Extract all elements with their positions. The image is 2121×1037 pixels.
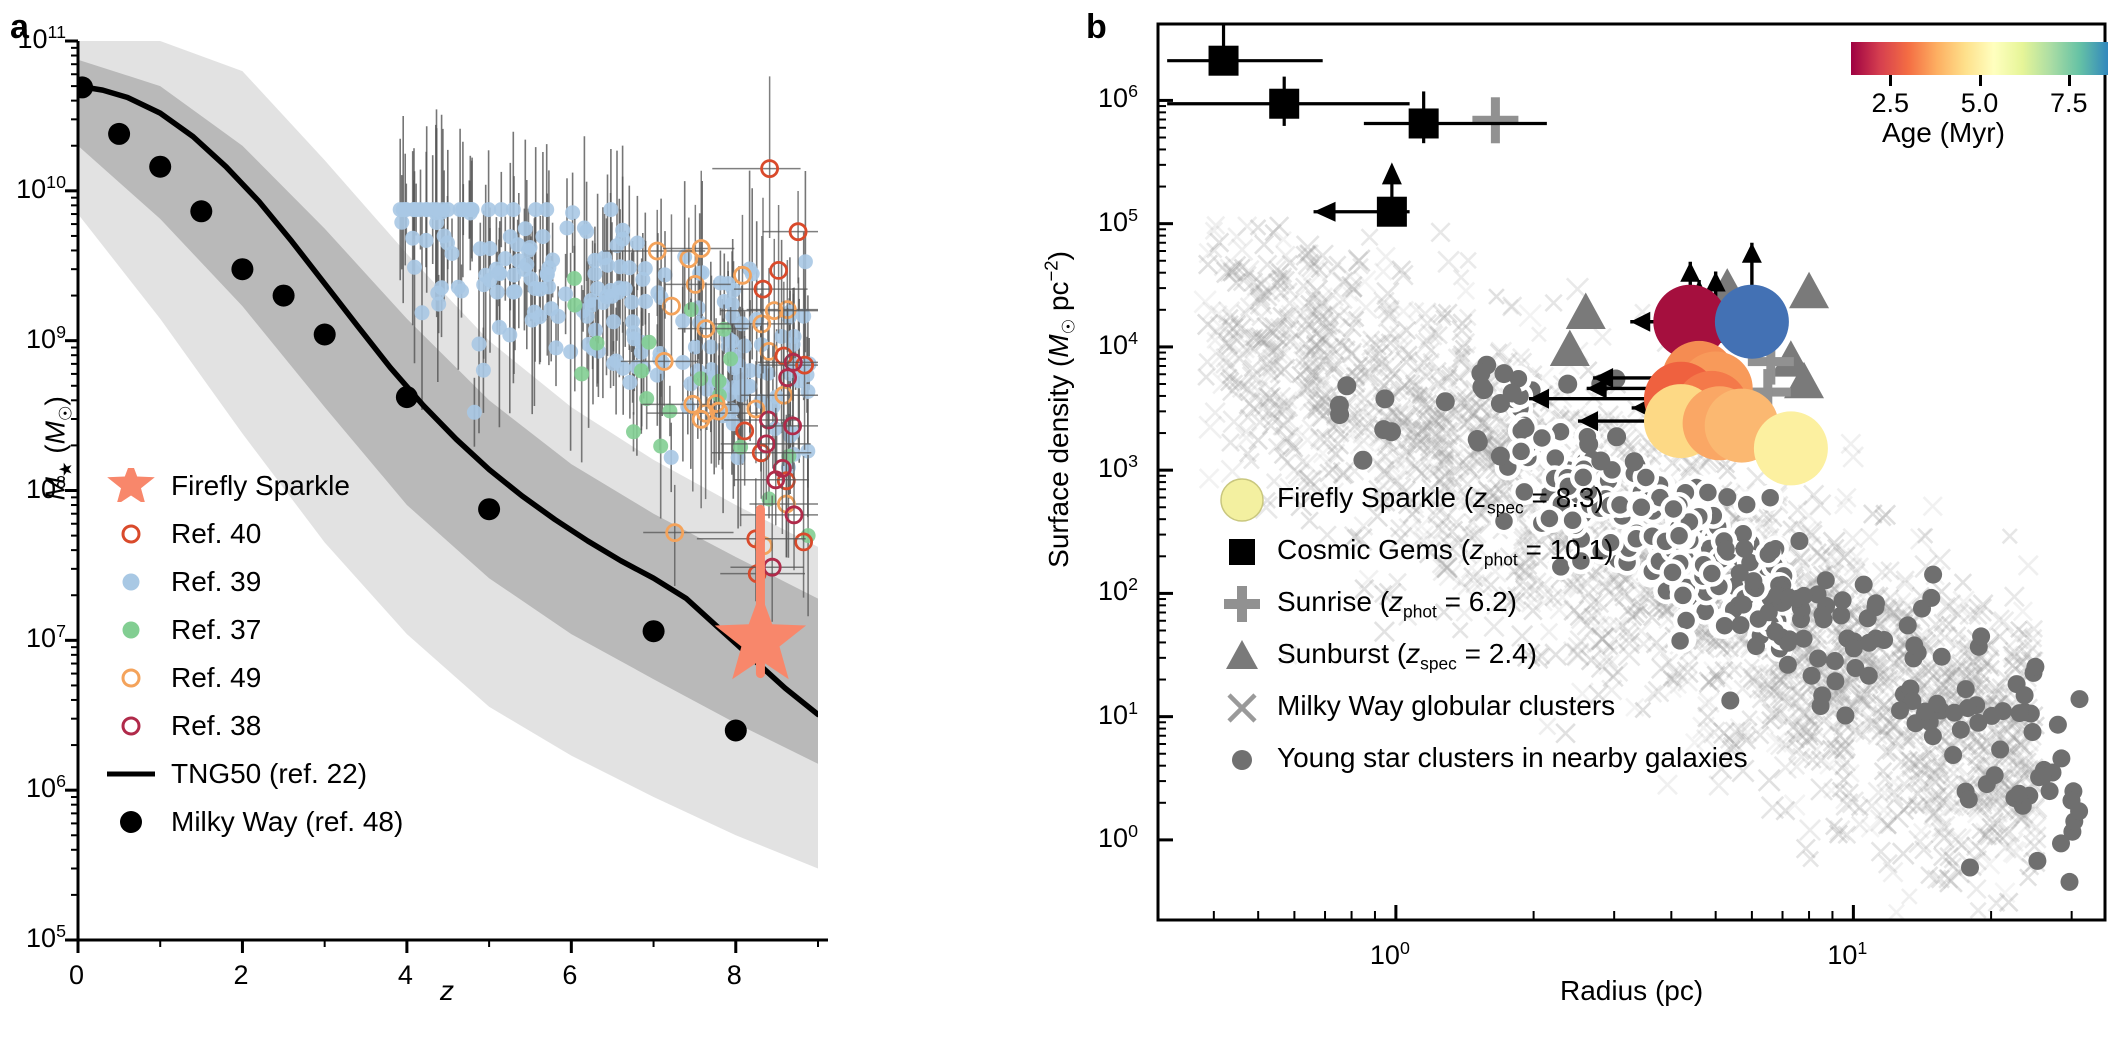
panel-a-legend-marker-2: [105, 564, 157, 598]
panel-b-legend-marker-4: [1211, 684, 1273, 730]
panel-a-legend-label-5: Ref. 38: [171, 710, 262, 741]
panel-a-legend-marker-6: [105, 756, 157, 790]
panel-a-legend-label-3: Ref. 37: [171, 614, 262, 645]
panel-a-legend-marker-3: [105, 612, 157, 646]
colorbar-tick-1: 5.0: [1960, 88, 1999, 118]
colorbar-title: Age (Myr): [1882, 117, 2005, 148]
panel-b-legend-label-2: Sunrise (zphot = 6.2): [1277, 586, 1518, 622]
panel-b-ytick-1: 101: [1098, 697, 1138, 730]
colorbar-tick-mark-0: [1889, 75, 1893, 86]
colorbar-gradient: [1851, 42, 2108, 75]
panel-a-ytick-8: 108: [26, 471, 66, 504]
panel-a-legend-label-2: Ref. 39: [171, 566, 262, 597]
panel-b-xaxis-title: Radius (pc): [1560, 975, 1704, 1006]
panel-a-ytick-10: 1010: [16, 171, 66, 204]
panel-b-ytick-6: 106: [1098, 81, 1138, 114]
panel-a-xtick-8: 8: [726, 960, 742, 990]
panel-a-ytick-7: 107: [26, 621, 66, 654]
panel-a-ytick-11: 1011: [17, 22, 66, 54]
panel-b-ytick-0: 100: [1098, 820, 1138, 853]
panel-a-legend-label-4: Ref. 49: [171, 662, 262, 693]
panel-a-legend-marker-4: [105, 660, 157, 694]
panel-a-xtick-6: 6: [562, 960, 578, 990]
panel-a-legend-label-7: Milky Way (ref. 48): [171, 806, 404, 837]
panel-b-legend-marker-3: [1211, 632, 1273, 678]
panel-a-xaxis-title: z: [440, 975, 454, 1006]
colorbar-tick-mark-2: [2067, 75, 2071, 86]
panel-b-legend-label-0: Firefly Sparkle (zspec = 8.3): [1277, 482, 1604, 518]
panel-a-legend-label-0: Firefly Sparkle: [171, 470, 350, 501]
panel-b-legend-marker-0: [1211, 476, 1273, 522]
panel-b-legend-label-3: Sunburst (zspec = 2.4): [1277, 638, 1538, 674]
panel-a-xtick-0: 0: [69, 960, 85, 990]
colorbar-tick-mark-1: [1978, 75, 1982, 86]
colorbar-tick-2: 7.5: [2049, 88, 2088, 118]
panel-a-ytick-5: 105: [26, 921, 66, 953]
panel-a-legend-marker-7: [105, 804, 157, 838]
panel-b-legend-marker-1: [1211, 528, 1273, 574]
panel-b-legend-label-1: Cosmic Gems (zphot = 10.1): [1277, 534, 1614, 570]
panel-a-xtick-2: 2: [233, 960, 249, 990]
panel-b-legend-label-5: Young star clusters in nearby galaxies: [1277, 742, 1748, 773]
colorbar-tick-0: 2.5: [1871, 88, 1910, 118]
panel-a-legend-marker-1: [105, 516, 157, 550]
panel-b-xtick-0: 100: [1369, 938, 1410, 970]
panel-b-ytick-4: 104: [1098, 327, 1138, 360]
panel-a-ytick-6: 106: [26, 771, 66, 804]
panel-a-legend-marker-5: [105, 708, 157, 742]
panel-b-legend-marker-5: [1211, 736, 1273, 782]
panel-b-ytick-3: 103: [1098, 451, 1138, 484]
panel-b-ytick-2: 102: [1098, 574, 1138, 607]
panel-b-ytick-5: 105: [1098, 204, 1138, 237]
panel-a-xtick-4: 4: [397, 960, 413, 990]
panel-b-xtick-1: 101: [1827, 938, 1868, 970]
panel-a-ytick-9: 109: [26, 321, 66, 354]
panel-a-legend-marker-0: [105, 468, 157, 502]
panel-a-legend-label-6: TNG50 (ref. 22): [171, 758, 368, 789]
panel-b-letter: b: [1086, 8, 1107, 46]
panel-a-letter: a: [10, 8, 29, 46]
panel-b-yaxis-title: Surface density (M☉ pc−2): [1040, 251, 1079, 568]
panel-a-legend-label-1: Ref. 40: [171, 518, 262, 549]
panel-b-legend-marker-2: [1211, 580, 1273, 626]
panel-b-legend-label-4: Milky Way globular clusters: [1277, 690, 1616, 721]
